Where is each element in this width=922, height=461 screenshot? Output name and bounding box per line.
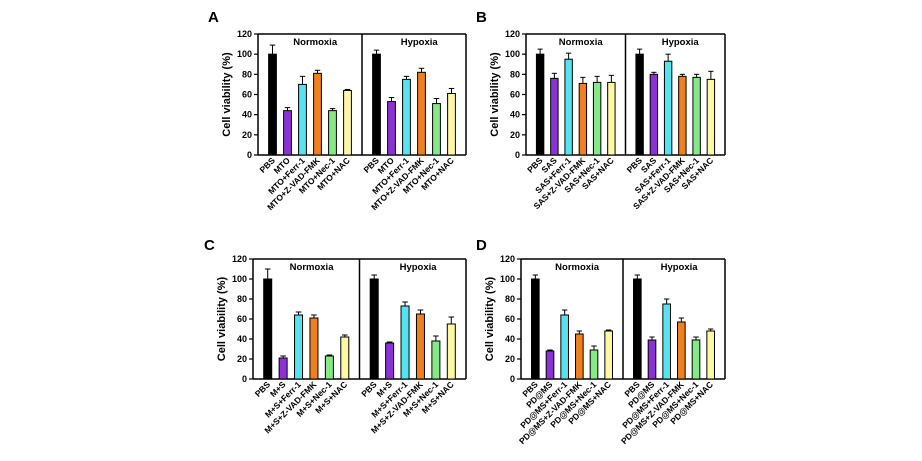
bar	[417, 71, 426, 156]
bar	[691, 339, 701, 380]
bar	[604, 330, 613, 380]
y-tick-label: 0	[247, 150, 252, 160]
panel-letter: A	[208, 9, 219, 26]
bar	[633, 278, 642, 380]
bar	[564, 58, 573, 156]
bar	[607, 81, 616, 156]
y-tick-label: 60	[505, 314, 515, 324]
y-tick-label: 100	[237, 49, 252, 59]
bar	[340, 336, 350, 380]
y-tick-label: 120	[500, 254, 515, 264]
condition-label-normoxia: Normoxia	[293, 37, 338, 48]
chart-panel-d: D Cell viability (%) 0 20 40 60 80 100 120 Normox…	[476, 237, 726, 446]
y-tick-label: 80	[510, 69, 520, 79]
bar	[592, 81, 602, 156]
bar	[678, 75, 687, 156]
y-tick-label: 40	[242, 110, 252, 120]
bar	[309, 317, 319, 380]
bar	[447, 92, 456, 156]
bar	[369, 278, 379, 380]
y-tick-label: 80	[242, 69, 252, 79]
bar	[692, 76, 701, 156]
bar	[635, 53, 644, 156]
y-tick-label: 100	[500, 274, 515, 284]
y-tick-label: 40	[505, 334, 515, 344]
bar	[649, 73, 659, 156]
bar	[578, 82, 588, 156]
bar	[706, 330, 715, 380]
bar	[706, 78, 716, 156]
y-axis-title: Cell viability (%)	[216, 276, 228, 361]
bar	[535, 53, 545, 156]
bar	[278, 357, 288, 380]
y-tick-label: 100	[505, 49, 520, 59]
bar	[372, 53, 381, 156]
bar	[298, 83, 307, 156]
y-tick-label: 0	[510, 374, 515, 384]
bar	[545, 350, 555, 380]
bar	[531, 278, 540, 380]
condition-label-hypoxia: Hypoxia	[401, 37, 439, 48]
chart-panel-a: A Cell viability (%) 0 20 40 60 80 100 120 Normox…	[208, 9, 467, 212]
y-tick-label: 0	[242, 374, 247, 384]
condition-label-normoxia: Normoxia	[555, 262, 600, 273]
y-tick-label: 60	[237, 314, 247, 324]
condition-label-normoxia: Normoxia	[290, 262, 335, 273]
y-axis-title: Cell viability (%)	[221, 52, 233, 137]
x-tick-label: PBS	[253, 379, 273, 399]
x-tick-label: PBS	[359, 379, 379, 399]
bar	[263, 278, 273, 380]
y-axis-title: Cell viability (%)	[484, 276, 496, 361]
y-tick-label: 100	[232, 274, 247, 284]
bar	[647, 339, 657, 380]
bar	[662, 303, 671, 380]
bar	[575, 333, 584, 380]
y-tick-label: 120	[237, 29, 252, 39]
condition-label-hypoxia: Hypoxia	[661, 262, 699, 273]
bar	[313, 72, 322, 156]
y-tick-label: 80	[505, 294, 515, 304]
y-tick-label: 20	[242, 130, 252, 140]
bar	[432, 103, 441, 156]
condition-label-hypoxia: Hypoxia	[662, 37, 700, 48]
condition-label-hypoxia: Hypoxia	[400, 262, 438, 273]
y-tick-label: 40	[510, 110, 520, 120]
y-tick-label: 60	[510, 90, 520, 100]
chart-panel-c: C Cell viability (%) 0 20 40 60 80 100 120 Normox…	[204, 237, 467, 435]
bar	[387, 101, 396, 156]
bar	[550, 77, 559, 156]
bar	[385, 342, 395, 380]
y-tick-label: 20	[510, 130, 520, 140]
bar	[560, 314, 569, 380]
condition-label-normoxia: Normoxia	[559, 37, 604, 48]
bar	[402, 78, 411, 156]
bar	[268, 53, 277, 156]
y-tick-label: 80	[237, 294, 247, 304]
panel-letter: D	[476, 237, 487, 254]
y-tick-label: 20	[505, 354, 515, 364]
bar	[324, 355, 334, 380]
y-tick-label: 40	[237, 334, 247, 344]
y-tick-label: 60	[242, 90, 252, 100]
bar	[328, 110, 337, 156]
y-tick-label: 120	[505, 29, 520, 39]
y-tick-label: 120	[232, 254, 247, 264]
bar	[446, 323, 456, 380]
bar	[677, 321, 686, 380]
bar	[415, 313, 425, 380]
chart-panel-b: B Cell viability (%) 0 20 40 60 80 100 120 Normox…	[476, 9, 726, 211]
panel-letter: B	[476, 9, 487, 26]
y-tick-label: 0	[515, 150, 520, 160]
bar	[589, 349, 599, 380]
bar	[294, 314, 304, 380]
bar	[663, 60, 673, 156]
y-axis-title: Cell viability (%)	[489, 52, 501, 137]
y-tick-label: 20	[237, 354, 247, 364]
panel-letter: C	[204, 237, 215, 254]
bar	[431, 340, 441, 380]
bar	[343, 89, 352, 156]
bar	[283, 110, 292, 156]
bar	[400, 305, 410, 380]
